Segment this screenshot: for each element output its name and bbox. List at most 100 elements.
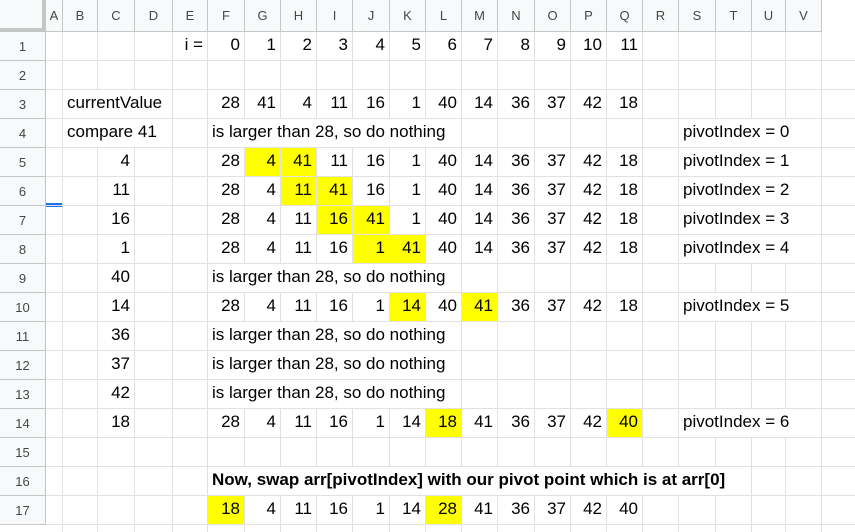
cell-C6[interactable]: 11 (112, 180, 130, 199)
row-header-9[interactable]: 9 (0, 264, 46, 293)
cell-M14[interactable]: 41 (474, 412, 493, 431)
cell-Q1[interactable]: 11 (620, 35, 638, 54)
cell-S4[interactable]: pivotIndex = 0 (679, 119, 792, 147)
cell-P14[interactable]: 42 (583, 412, 602, 431)
cell-J8[interactable]: 1 (353, 235, 389, 263)
cell-P6[interactable]: 42 (583, 180, 602, 199)
row-header-15[interactable]: 15 (0, 438, 46, 467)
cell-I6[interactable]: 41 (317, 177, 352, 205)
column-header-V[interactable]: V (786, 0, 822, 32)
cell-F16[interactable]: Now, swap arr[pivotIndex] with our pivot… (208, 467, 728, 495)
cell-C10[interactable]: 14 (111, 296, 130, 315)
cell-K17[interactable]: 14 (402, 499, 421, 518)
cell-L5[interactable]: 40 (438, 151, 457, 170)
row-header-2[interactable]: 2 (0, 61, 46, 90)
cell-S10[interactable]: pivotIndex = 5 (679, 293, 792, 321)
cell-C11[interactable]: 36 (111, 325, 130, 344)
cell-C12[interactable]: 37 (111, 354, 130, 373)
cell-F9[interactable]: is larger than 28, so do nothing (208, 264, 448, 292)
column-header-O[interactable]: O (535, 0, 571, 32)
cell-P8[interactable]: 42 (583, 238, 602, 257)
cell-O5[interactable]: 37 (547, 151, 566, 170)
column-header-K[interactable]: K (390, 0, 426, 32)
column-header-I[interactable]: I (317, 0, 353, 32)
cell-F12[interactable]: is larger than 28, so do nothing (208, 351, 448, 379)
cell-I14[interactable]: 16 (329, 412, 348, 431)
cell-G8[interactable]: 4 (266, 238, 276, 257)
cell-L10[interactable]: 40 (438, 296, 457, 315)
cell-S8[interactable]: pivotIndex = 4 (679, 235, 792, 263)
cell-I17[interactable]: 16 (329, 499, 348, 518)
cell-G5[interactable]: 4 (245, 148, 280, 176)
cell-F14[interactable]: 28 (221, 412, 240, 431)
cell-O1[interactable]: 9 (556, 35, 566, 54)
row-header-3[interactable]: 3 (0, 90, 46, 119)
cell-I8[interactable]: 16 (329, 238, 348, 257)
row-header-6[interactable]: 6 (0, 177, 46, 206)
cell-Q3[interactable]: 18 (619, 93, 638, 112)
cell-M3[interactable]: 14 (474, 93, 493, 112)
cell-C8[interactable]: 1 (120, 238, 130, 257)
column-header-C[interactable]: C (98, 0, 135, 32)
cell-S7[interactable]: pivotIndex = 3 (679, 206, 792, 234)
cell-G7[interactable]: 4 (266, 209, 276, 228)
column-header-G[interactable]: G (245, 0, 281, 32)
cell-P1[interactable]: 10 (583, 35, 602, 54)
cell-K5[interactable]: 1 (411, 151, 421, 170)
cell-J10[interactable]: 1 (375, 296, 385, 315)
cell-B3[interactable]: currentValue (63, 90, 165, 118)
cell-F3[interactable]: 28 (221, 93, 240, 112)
cell-F5[interactable]: 28 (221, 151, 240, 170)
cell-M17[interactable]: 41 (474, 499, 493, 518)
cell-L17[interactable]: 28 (426, 496, 461, 524)
cell-J17[interactable]: 1 (375, 499, 385, 518)
cell-F4[interactable]: is larger than 28, so do nothing (208, 119, 448, 147)
cell-L14[interactable]: 18 (426, 409, 461, 437)
cell-K8[interactable]: 41 (390, 235, 425, 263)
column-header-E[interactable]: E (173, 0, 208, 32)
cell-F17[interactable]: 18 (208, 496, 244, 524)
cell-H8[interactable]: 11 (294, 238, 312, 257)
cell-N14[interactable]: 36 (511, 412, 530, 431)
column-header-M[interactable]: M (462, 0, 498, 32)
cell-B4[interactable]: compare 41 (63, 119, 159, 147)
cell-L6[interactable]: 40 (438, 180, 457, 199)
select-all-corner[interactable] (0, 0, 46, 32)
cell-H3[interactable]: 4 (302, 93, 312, 112)
cell-O3[interactable]: 37 (547, 93, 566, 112)
cell-L1[interactable]: 6 (447, 35, 457, 54)
cell-O17[interactable]: 37 (547, 499, 566, 518)
cell-F1[interactable]: 0 (230, 35, 240, 54)
cell-I3[interactable]: 11 (330, 93, 348, 112)
cell-Q7[interactable]: 18 (619, 209, 638, 228)
cell-F10[interactable]: 28 (221, 296, 240, 315)
cell-O6[interactable]: 37 (547, 180, 566, 199)
cell-Q10[interactable]: 18 (619, 296, 638, 315)
row-header-16[interactable]: 16 (0, 467, 46, 496)
column-header-A[interactable]: A (46, 0, 63, 32)
cell-F11[interactable]: is larger than 28, so do nothing (208, 322, 448, 350)
cell-Q14[interactable]: 40 (607, 409, 642, 437)
column-header-J[interactable]: J (353, 0, 390, 32)
row-header-4[interactable]: 4 (0, 119, 46, 148)
column-header-T[interactable]: T (716, 0, 752, 32)
cell-G10[interactable]: 4 (266, 296, 276, 315)
cell-N10[interactable]: 36 (511, 296, 530, 315)
cell-H7[interactable]: 11 (294, 209, 312, 228)
cell-J3[interactable]: 16 (366, 93, 385, 112)
cell-K10[interactable]: 14 (390, 293, 425, 321)
cell-C5[interactable]: 4 (120, 151, 130, 170)
cell-P17[interactable]: 42 (583, 499, 602, 518)
cell-P5[interactable]: 42 (583, 151, 602, 170)
column-header-F[interactable]: F (208, 0, 245, 32)
cell-O10[interactable]: 37 (547, 296, 566, 315)
cell-K6[interactable]: 1 (411, 180, 421, 199)
cell-H14[interactable]: 11 (294, 412, 312, 431)
cell-N1[interactable]: 8 (520, 35, 530, 54)
cell-F6[interactable]: 28 (221, 180, 240, 199)
cell-F13[interactable]: is larger than 28, so do nothing (208, 380, 448, 408)
cell-F8[interactable]: 28 (221, 238, 240, 257)
cell-C13[interactable]: 42 (111, 383, 130, 402)
cell-O14[interactable]: 37 (547, 412, 566, 431)
